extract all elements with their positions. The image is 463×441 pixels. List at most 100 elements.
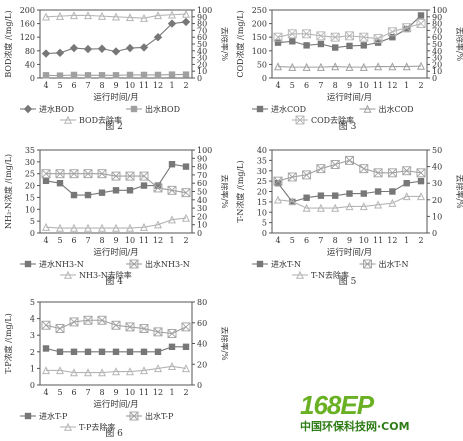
y-tick-label: 200 <box>252 20 267 29</box>
x-tick-label: 8 <box>99 388 104 397</box>
y2-tick-label: 40 <box>197 47 207 56</box>
data-point <box>316 62 325 71</box>
y2-tick-label: 100 <box>197 146 212 155</box>
data-point <box>302 29 312 39</box>
data-point <box>55 48 65 58</box>
legend-marker <box>129 259 139 269</box>
legend-label: 进水T-P <box>39 411 68 421</box>
figure-caption: 图 5 <box>339 276 357 285</box>
x-tick-label: 6 <box>71 81 76 90</box>
legend-label: 进水COD <box>271 104 306 114</box>
y-tick-label: 1 <box>30 364 35 373</box>
x-tick-label: 8 <box>333 81 338 90</box>
data-point <box>273 195 283 204</box>
chart-panel-tn: 0 5 10 15 20 25 30 35 40 0 10 20 30 40 50 4 5 6 7 8 9 10 11 12 1… <box>232 140 463 287</box>
data-point <box>70 191 78 199</box>
series-0 <box>42 161 190 199</box>
data-point <box>389 34 396 41</box>
y2-tick-label: 90 <box>432 13 442 22</box>
data-point <box>330 32 340 42</box>
series-line <box>277 159 422 182</box>
data-point <box>98 72 106 79</box>
y2-tick-label: 40 <box>432 47 442 56</box>
x-tick-label: 11 <box>139 388 149 397</box>
data-point <box>317 192 325 199</box>
data-point <box>125 171 135 181</box>
y2-tick-label: 10 <box>432 67 442 76</box>
data-point <box>83 11 93 20</box>
y2-tick-label: 60 <box>197 319 207 328</box>
y-tick-label: 0 <box>30 381 35 390</box>
y2-axis-title: 去除率/% <box>220 174 228 209</box>
chart-panel-cod: 0 50 100 150 200 250 0 10 20 30 40 50 60 70 80 90 100 4 5 6… <box>232 0 463 132</box>
series-line <box>45 217 187 229</box>
y2-tick-label: 40 <box>197 340 207 349</box>
legend-label: 进水BOD <box>39 104 74 114</box>
data-point <box>359 164 369 174</box>
y-tick-label: 30 <box>257 167 267 176</box>
y-tick-label: 25 <box>257 177 267 186</box>
legend-label: 进水T-N <box>271 259 301 269</box>
y2-tick-label: 30 <box>432 54 442 63</box>
data-point <box>345 202 354 211</box>
data-point <box>345 62 354 71</box>
y-axis-title: T-P浓度 /(mg/L) <box>3 313 13 374</box>
y-tick-label: 30 <box>25 158 35 167</box>
legend-label: COD去除率 <box>311 115 354 125</box>
y-tick-label: 20 <box>257 188 267 197</box>
data-point <box>331 203 340 212</box>
data-point <box>112 72 120 79</box>
y2-tick-label: 10 <box>197 221 207 230</box>
data-point <box>416 19 426 29</box>
data-point <box>167 215 177 224</box>
data-point <box>83 44 93 54</box>
x-tick-label: 10 <box>359 236 369 245</box>
data-point <box>97 315 107 325</box>
data-point <box>125 367 135 376</box>
data-point <box>331 62 340 71</box>
chart-panel-nh3n: 0 5 10 15 20 25 30 35 0 10 20 30 40 50 60 70 80 90 100 4 5 6 7… <box>0 140 230 287</box>
data-point <box>153 220 163 229</box>
x-axis-title: 运行时间/月 <box>93 92 138 103</box>
data-point <box>153 11 163 20</box>
x-tick-label: 8 <box>99 81 104 90</box>
data-point <box>56 72 64 79</box>
data-point <box>182 71 190 78</box>
y2-axis-title: 去除率/% <box>455 27 463 62</box>
series-0 <box>41 17 191 58</box>
data-point <box>111 47 121 56</box>
legend-marker <box>24 260 32 268</box>
y-tick-label: 25 <box>25 170 35 179</box>
y2-tick-label: 0 <box>197 381 202 390</box>
data-point <box>303 194 310 201</box>
series-line <box>277 195 421 209</box>
y-tick-label: 10 <box>25 205 35 214</box>
data-point <box>388 62 397 71</box>
data-point <box>181 9 191 18</box>
data-point <box>168 71 176 78</box>
x-tick-label: 12 <box>153 388 163 397</box>
data-point <box>181 213 191 222</box>
y-tick-label: 10 <box>257 208 267 217</box>
y2-tick-label: 90 <box>197 154 207 163</box>
y-tick-label: 35 <box>25 146 35 155</box>
data-point <box>111 320 121 330</box>
legend-marker <box>363 104 372 113</box>
y-tick-label: 5 <box>30 217 35 226</box>
data-point <box>316 164 326 174</box>
y2-tick-label: 80 <box>197 20 207 29</box>
y2-axis-title: 去除率/% <box>220 27 228 62</box>
x-tick-label: 9 <box>347 236 352 245</box>
data-point <box>182 163 190 170</box>
x-tick-label: 2 <box>418 81 423 90</box>
legend-item: T-P去除率 <box>60 422 115 432</box>
y2-tick-label: 30 <box>197 204 207 213</box>
x-tick-label: 5 <box>57 388 62 397</box>
data-point <box>41 222 51 231</box>
data-point <box>139 324 149 334</box>
y-tick-label: 5 <box>262 219 267 228</box>
y-tick-label: 0 <box>262 229 267 238</box>
y2-tick-label: 60 <box>197 33 207 42</box>
